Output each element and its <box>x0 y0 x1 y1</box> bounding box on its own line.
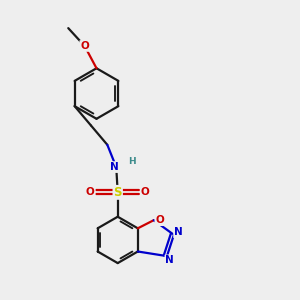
Text: N: N <box>174 227 183 237</box>
Text: O: O <box>141 188 149 197</box>
Text: N: N <box>110 162 119 172</box>
Text: H: H <box>128 157 136 166</box>
Text: O: O <box>155 215 164 225</box>
Text: O: O <box>80 41 89 51</box>
Text: O: O <box>86 188 95 197</box>
Text: S: S <box>113 186 122 199</box>
Text: N: N <box>165 255 174 265</box>
